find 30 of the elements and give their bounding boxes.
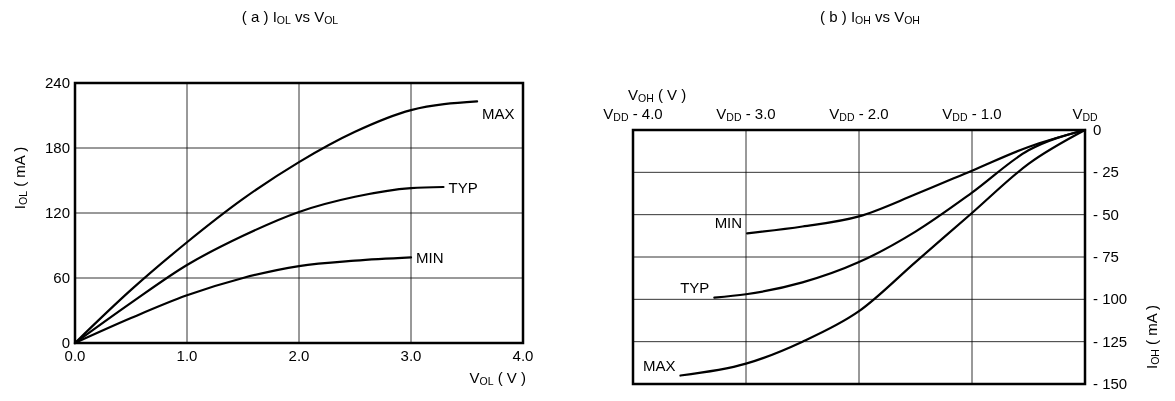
series-label: MAX [482,105,515,123]
x-tick-label: V$_{DD}$ - 2.0 [829,105,889,123]
y-tick-label: 0 [1093,121,1102,138]
chart-title: ( a ) I$_{OL}$ vs V$_{OL}$ [241,8,339,26]
series-label: MIN [416,249,444,267]
y-tick-label: - 75 [1093,248,1119,265]
x-tick-label: 3.0 [400,347,422,364]
y-tick-label: 240 [44,74,70,91]
y-tick-label: - 100 [1093,290,1128,308]
y-tick-label: 120 [44,204,70,221]
series-label: TYP [448,179,478,196]
x-tick-label: V$_{DD}$ - 1.0 [942,105,1002,123]
x-tick-label: 2.0 [288,347,310,364]
y-tick-label: - 50 [1093,205,1119,223]
y-tick-label: - 125 [1093,332,1128,350]
x-axis-title: V$_{OH}$ ( V ) [628,86,687,104]
y-tick-label: - 150 [1093,375,1128,392]
series-label: TYP [680,278,710,296]
x-tick-label: V$_{DD}$ [1072,105,1098,123]
y-tick-label: - 25 [1093,163,1119,181]
x-tick-label: 4.0 [512,347,534,364]
series-label: MIN [714,214,743,232]
y-tick-label: 60 [53,269,70,286]
x-axis-title: V$_{OL}$ ( V ) [469,369,526,387]
x-tick-label: V$_{DD}$ - 4.0 [603,105,663,123]
x-tick-label: 1.0 [176,347,198,364]
series-label: MAX [642,356,676,374]
chart-title: ( b ) I$_{OH}$ vs V$_{OH}$ [820,8,920,26]
y-tick-label: 180 [44,139,70,156]
x-tick-label: V$_{DD}$ - 3.0 [716,105,776,123]
